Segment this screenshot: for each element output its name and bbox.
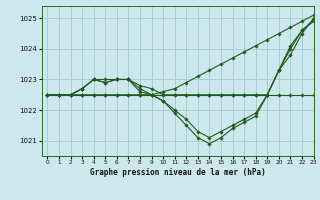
X-axis label: Graphe pression niveau de la mer (hPa): Graphe pression niveau de la mer (hPa) xyxy=(90,168,266,177)
